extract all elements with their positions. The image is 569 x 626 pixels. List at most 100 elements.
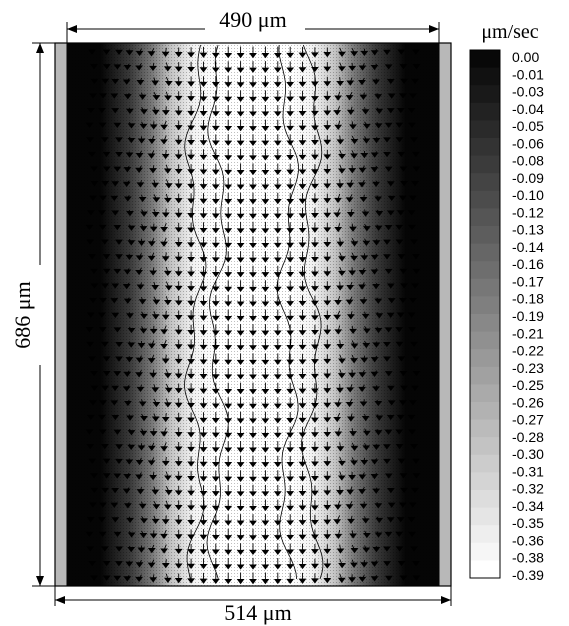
velocity-arrow <box>123 575 132 582</box>
velocity-arrow <box>199 76 208 88</box>
velocity-arrow <box>137 238 146 246</box>
velocity-arrow <box>101 78 110 84</box>
velocity-arrow <box>89 93 97 99</box>
velocity-arrow <box>127 224 136 231</box>
velocity-arrow <box>286 339 295 351</box>
velocity-arrow <box>224 368 233 380</box>
velocity-arrow <box>286 119 295 132</box>
velocity-arrow <box>397 458 406 464</box>
velocity-arrow <box>338 354 346 364</box>
velocity-arrow <box>298 207 307 219</box>
velocity-arrow <box>261 90 270 103</box>
velocity-arrow <box>224 75 233 88</box>
velocity-arrow <box>211 455 220 468</box>
velocity-arrow <box>286 61 295 73</box>
velocity-arrow <box>249 178 257 190</box>
velocity-arrow <box>311 470 319 482</box>
velocity-arrow <box>395 122 404 128</box>
velocity-arrow <box>236 499 245 512</box>
velocity-arrow <box>298 470 307 482</box>
velocity-arrow <box>113 531 122 538</box>
velocity-arrow <box>151 311 160 320</box>
velocity-arrow <box>127 121 136 129</box>
velocity-arrow <box>395 429 404 435</box>
velocity-arrow <box>102 64 111 70</box>
velocity-arrow <box>383 341 391 348</box>
velocity-arrow <box>333 515 342 525</box>
velocity-arrow <box>298 76 307 88</box>
velocity-arrow <box>164 91 172 101</box>
velocity-arrow <box>361 311 370 320</box>
velocity-arrow <box>358 384 366 393</box>
velocity-arrow <box>338 149 346 160</box>
velocity-arrow <box>164 193 172 204</box>
velocity-arrow <box>86 414 95 421</box>
velocity-arrow <box>224 499 233 512</box>
velocity-arrow <box>123 268 132 275</box>
velocity-arrow <box>261 543 270 556</box>
velocity-arrow <box>323 471 332 481</box>
velocity-arrow <box>187 441 195 453</box>
velocity-arrow <box>261 236 270 249</box>
velocity-arrow <box>400 78 408 84</box>
velocity-arrow <box>298 120 307 131</box>
velocity-arrow <box>102 575 111 581</box>
velocity-arrow <box>411 283 419 289</box>
velocity-arrow <box>199 572 208 584</box>
velocity-arrow <box>323 398 332 408</box>
velocity-arrow <box>273 280 282 292</box>
velocity-arrow <box>211 470 220 482</box>
velocity-arrow <box>224 61 233 73</box>
velocity-arrow <box>350 150 358 159</box>
velocity-arrow <box>148 135 156 145</box>
velocity-arrow <box>199 412 208 424</box>
velocity-arrow <box>101 181 110 187</box>
velocity-arrow <box>110 400 119 406</box>
velocity-arrow <box>211 412 220 424</box>
velocity-arrow <box>358 472 367 480</box>
velocity-arrow <box>384 64 393 70</box>
velocity-arrow <box>298 572 307 584</box>
colorbar-tick-label: -0.12 <box>512 204 544 220</box>
velocity-arrow <box>286 353 295 365</box>
colorbar-swatch <box>470 208 500 227</box>
velocity-arrow <box>115 443 123 450</box>
velocity-arrow <box>383 254 391 260</box>
contour-line <box>276 44 299 580</box>
velocity-arrow <box>211 178 220 190</box>
velocity-arrow <box>410 546 418 552</box>
velocity-arrow <box>336 237 345 247</box>
velocity-arrow <box>249 192 257 205</box>
velocity-arrow <box>224 221 233 234</box>
velocity-arrow <box>397 356 406 362</box>
velocity-arrow <box>311 222 319 233</box>
velocity-arrow <box>149 62 157 72</box>
velocity-arrow <box>199 61 208 73</box>
velocity-arrow <box>147 48 156 57</box>
velocity-arrow <box>273 148 282 161</box>
velocity-arrow <box>160 339 168 350</box>
velocity-arrow <box>412 575 421 581</box>
velocity-arrow <box>174 339 183 350</box>
velocity-arrow <box>348 267 357 276</box>
colorbar-unit-label: μm/sec <box>481 21 538 43</box>
velocity-arrow <box>400 487 408 494</box>
velocity-arrow <box>358 179 366 188</box>
velocity-arrow <box>350 354 358 364</box>
velocity-arrow <box>273 455 282 468</box>
velocity-arrow <box>187 514 195 526</box>
velocity-arrow <box>149 530 158 539</box>
velocity-arrow <box>311 456 319 467</box>
velocity-arrow <box>174 558 183 569</box>
velocity-arrow <box>199 134 208 146</box>
velocity-arrow <box>187 281 195 292</box>
velocity-arrow <box>360 48 369 57</box>
colorbar-tick-label: -0.08 <box>512 153 544 169</box>
velocity-arrow <box>98 210 106 216</box>
velocity-arrow <box>111 78 120 85</box>
velocity-arrow <box>249 528 257 541</box>
velocity-arrow <box>399 268 408 274</box>
velocity-arrow <box>249 294 257 307</box>
velocity-arrow <box>311 295 319 306</box>
velocity-arrow <box>323 135 332 145</box>
